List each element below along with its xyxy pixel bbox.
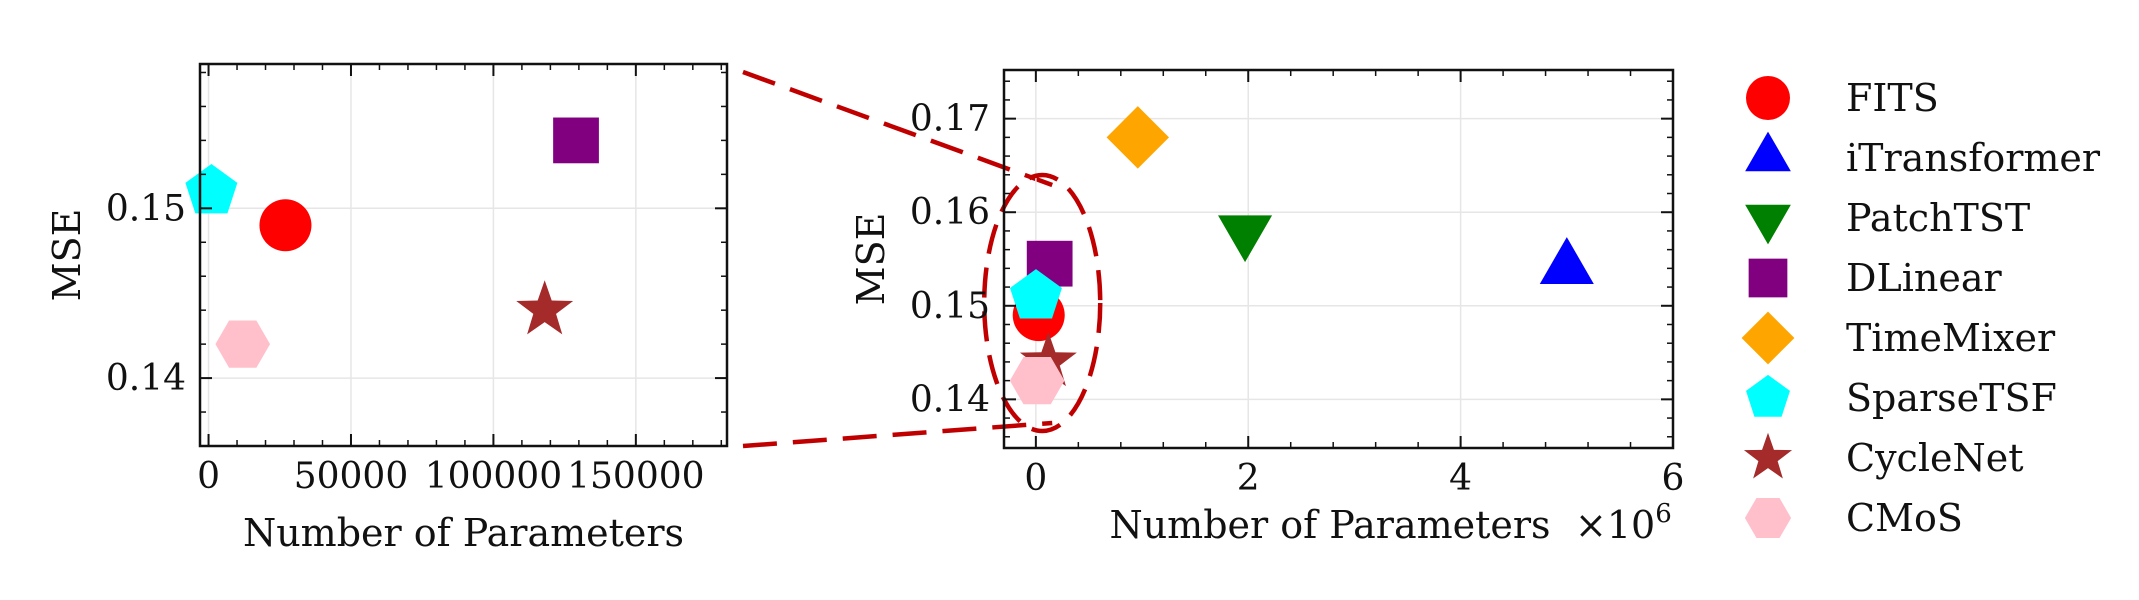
full-scatter-panel: 0 2 4 6 0.14 0.15 0.16 0.17 Number of Parameter…: [849, 68, 1685, 547]
point-cmos: [1009, 356, 1065, 405]
legend-label: SparseTSF: [1846, 376, 2057, 420]
legend-item-itransformer: iTransformer: [1745, 131, 2101, 180]
x-axis-scale-offset: ×106: [1575, 499, 1672, 547]
left-ticks: 0 50000 100000 150000 0.14 0.15: [106, 64, 727, 497]
point-sparsetsf: [1009, 269, 1062, 319]
right-plot-frame: [1002, 68, 1675, 450]
zoom-connector-lines: [742, 69, 1054, 449]
right-y-axis-label: MSE: [849, 213, 893, 306]
legend-marker-dlinear: [1748, 258, 1788, 298]
left-y-tick-label: 0.14: [106, 358, 186, 399]
point-cyclenet: [516, 280, 574, 335]
right-y-tick-label: 0.16: [910, 192, 990, 233]
right-y-tick-label: 0.17: [910, 99, 990, 140]
left-x-tick-label: 0: [197, 456, 220, 497]
legend-item-sparsetsf: SparseTSF: [1746, 374, 2057, 420]
legend-marker-itransformer: [1745, 131, 1791, 172]
legend-label: CycleNet: [1846, 436, 2023, 480]
left-x-tick-label: 150000: [567, 456, 704, 497]
right-x-axis-label: Number of Parameters: [1109, 503, 1550, 547]
legend-marker-cyclenet: [1743, 432, 1793, 479]
legend-label: FITS: [1846, 76, 1939, 120]
right-y-tick-label: 0.14: [910, 379, 990, 420]
right-x-tick-label: 0: [1024, 458, 1047, 499]
legend-item-cmos: CMoS: [1744, 496, 1963, 540]
legend-label: CMoS: [1846, 496, 1963, 540]
left-plot-frame: [198, 62, 729, 448]
point-timemixer: [1106, 106, 1169, 169]
left-y-tick-label: 0.15: [106, 188, 186, 229]
point-dlinear: [553, 117, 599, 164]
legend-marker-fits: [1746, 76, 1790, 120]
point-fits: [259, 199, 312, 252]
point-patchtst: [1218, 215, 1273, 263]
legend-item-timemixer: TimeMixer: [1741, 311, 2056, 365]
left-x-axis-label: Number of Parameters: [243, 511, 684, 555]
zoom-region-ellipse: [981, 172, 1103, 434]
right-x-tick-label: 2: [1237, 458, 1260, 499]
left-grid: [200, 64, 727, 446]
zoom-connector-bottom: [742, 420, 1053, 449]
left-data-marks: [185, 117, 599, 368]
legend: FITS iTransformer PatchTST DLinear TimeMixer…: [1741, 76, 2101, 540]
legend-label: iTransformer: [1846, 136, 2101, 180]
point-cmos: [215, 320, 271, 368]
x-offset-base: ×10: [1575, 503, 1655, 547]
legend-marker-patchtst: [1745, 204, 1791, 245]
legend-label: PatchTST: [1846, 196, 2030, 240]
legend-item-dlinear: DLinear: [1748, 256, 2002, 300]
legend-item-cyclenet: CycleNet: [1743, 432, 2023, 480]
left-x-tick-label: 100000: [425, 456, 562, 497]
point-sparsetsf: [185, 164, 238, 214]
right-x-tick-label: 4: [1449, 458, 1472, 499]
x-offset-exponent: 6: [1655, 499, 1672, 529]
legend-marker-cmos: [1744, 497, 1792, 539]
legend-label: DLinear: [1846, 256, 2002, 300]
zoom-connector-top: [742, 69, 1054, 188]
legend-marker-timemixer: [1741, 311, 1795, 365]
point-itransformer: [1539, 237, 1594, 284]
right-y-tick-label: 0.15: [910, 286, 990, 327]
legend-label: TimeMixer: [1846, 316, 2056, 360]
right-ticks: 0 2 4 6 0.14 0.15 0.16 0.17: [910, 70, 1685, 499]
left-x-tick-label: 50000: [294, 456, 409, 497]
zoomed-scatter-panel: 0 50000 100000 150000 0.14 0.15 Number of Par…: [45, 62, 729, 555]
legend-marker-sparsetsf: [1746, 374, 1790, 417]
legend-item-fits: FITS: [1746, 76, 1939, 120]
right-data-marks: [1009, 106, 1594, 405]
left-y-axis-label: MSE: [45, 209, 89, 302]
right-x-tick-label: 6: [1662, 458, 1685, 499]
legend-item-patchtst: PatchTST: [1745, 196, 2030, 245]
